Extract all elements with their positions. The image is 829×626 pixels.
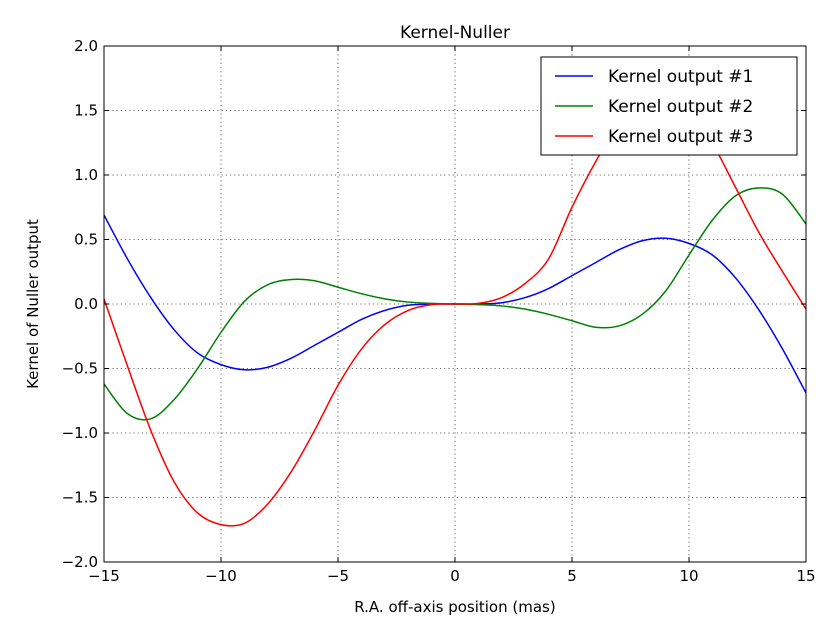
- x-tick-label: −5: [327, 567, 349, 585]
- y-tick-label: 0.0: [74, 295, 98, 313]
- y-tick-label: −2.0: [62, 553, 98, 571]
- y-tick-label: 1.0: [74, 166, 98, 184]
- y-tick-label: −1.0: [62, 424, 98, 442]
- x-tick-label: −15: [88, 567, 120, 585]
- x-tick-label: 10: [679, 567, 698, 585]
- legend: Kernel output #1 Kernel output #2 Kernel o…: [540, 56, 798, 156]
- chart-title: Kernel-Nuller: [400, 23, 510, 43]
- y-tick-label: 2.0: [74, 37, 98, 55]
- y-tick-label: −0.5: [62, 360, 98, 378]
- legend-entry-label: Kernel output #1: [608, 67, 753, 87]
- legend-entry-label: Kernel output #2: [608, 97, 753, 117]
- y-tick-label: 1.5: [74, 102, 98, 120]
- x-axis-label: R.A. off-axis position (mas): [354, 598, 555, 616]
- y-tick-label: 0.5: [74, 231, 98, 249]
- x-tick-label: 0: [450, 567, 460, 585]
- legend-entry-label: Kernel output #3: [608, 127, 753, 147]
- y-axis-label: Kernel of Nuller output: [24, 219, 42, 389]
- x-tick-label: 15: [796, 567, 815, 585]
- x-tick-label: −10: [205, 567, 237, 585]
- y-tick-label: −1.5: [62, 489, 98, 507]
- x-tick-label: 5: [567, 567, 577, 585]
- axis-ticks: −15 −10 −5 0 5 10 15 −2.0 −1.5 −1.0 −0.5 0.0 0.5 1.0 1…: [62, 37, 816, 585]
